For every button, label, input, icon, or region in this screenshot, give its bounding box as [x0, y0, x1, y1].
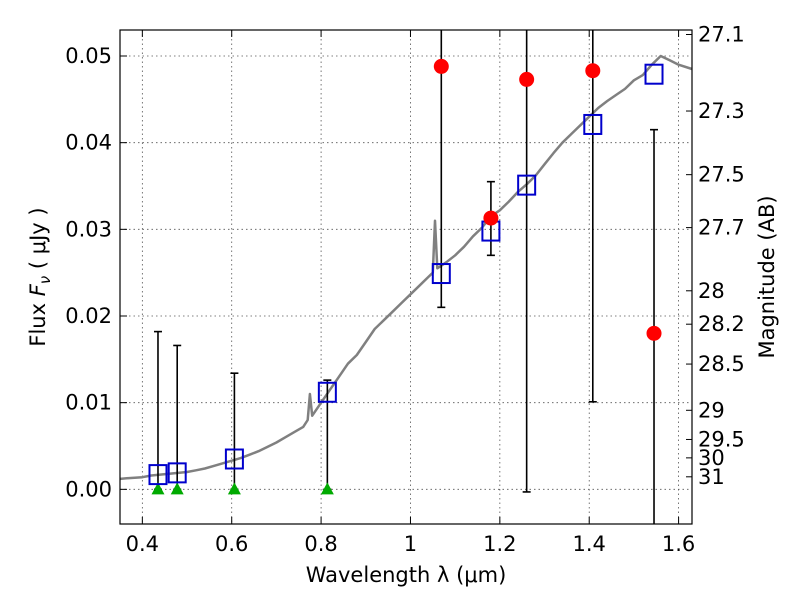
magnitude-tick-label: 28.5 — [698, 352, 745, 376]
magnitude-tick-label: 27.3 — [698, 99, 745, 123]
magnitude-tick-label: 27.5 — [698, 163, 745, 187]
upper-limit-triangle — [151, 482, 165, 495]
model-photometry-square — [148, 464, 168, 486]
y2-axis-title: Magnitude (AB) — [755, 195, 779, 358]
observed-flux-point — [433, 58, 449, 74]
plot-area — [120, 30, 692, 524]
model-photometry-square — [583, 113, 603, 135]
model-photometry-square — [644, 63, 664, 85]
x-tick-label: 1.6 — [662, 532, 695, 556]
x-tick-label: 1.4 — [573, 532, 606, 556]
x-tick-label: 0.6 — [215, 532, 248, 556]
observed-flux-point — [483, 210, 499, 226]
tick-labels: 0.4 0.6 0.8 1 1.2 1.4 1.6 0.00 0.01 0.02 0.03 0.04 0… — [65, 23, 745, 556]
model-photometry-square — [317, 381, 337, 403]
y-axis-title: Flux Fν ( μJy ) — [26, 207, 54, 346]
magnitude-tick-label: 29.5 — [698, 427, 745, 451]
magnitude-tick-label: 31 — [698, 465, 725, 489]
magnitude-tick-label: 27.7 — [698, 216, 745, 240]
observed-flux-point — [519, 71, 535, 87]
magnitude-tick-label: 28 — [698, 279, 725, 303]
x-axis-title: Wavelength λ (μm) — [306, 563, 507, 587]
model-photometry-square — [517, 174, 537, 196]
x-tick-label: 1.2 — [483, 532, 516, 556]
y-tick-label: 0.03 — [65, 217, 112, 241]
spectrum-line — [120, 54, 692, 481]
magnitude-tick-label: 29 — [698, 398, 725, 422]
y-tick-label: 0.00 — [65, 477, 112, 501]
upper-limit-triangle — [170, 482, 184, 495]
model-photometry-square — [431, 263, 451, 285]
x-tick-label: 0.8 — [304, 532, 337, 556]
magnitude-tick-label: 28.2 — [698, 312, 745, 336]
magnitude-tick-label: 27.1 — [698, 23, 745, 47]
upper-limit-triangle — [227, 482, 241, 495]
y-tick-label: 0.04 — [65, 131, 112, 155]
plot-frame — [119, 29, 693, 525]
model-photometry-square — [224, 448, 244, 470]
y-axis-title-symbol: F — [26, 283, 50, 296]
x-tick-label: 0.4 — [126, 532, 159, 556]
observed-flux-point — [585, 63, 601, 79]
y-tick-label: 0.05 — [65, 44, 112, 68]
y-tick-label: 0.02 — [65, 304, 112, 328]
upper-limit-triangle — [320, 482, 334, 495]
grid — [120, 30, 692, 524]
y-axis-title-prefix: Flux — [26, 296, 50, 346]
y-axis-title-subscript: ν — [36, 276, 54, 284]
observed-flux-point — [646, 325, 662, 341]
model-photometry-square — [167, 462, 187, 484]
axis-ticks — [120, 30, 692, 524]
y-axis-title-suffix: ( μJy ) — [26, 207, 50, 275]
magnitude-tick-label: 30 — [698, 446, 725, 470]
y-tick-label: 0.01 — [65, 391, 112, 415]
x-tick-label: 1 — [404, 532, 417, 556]
